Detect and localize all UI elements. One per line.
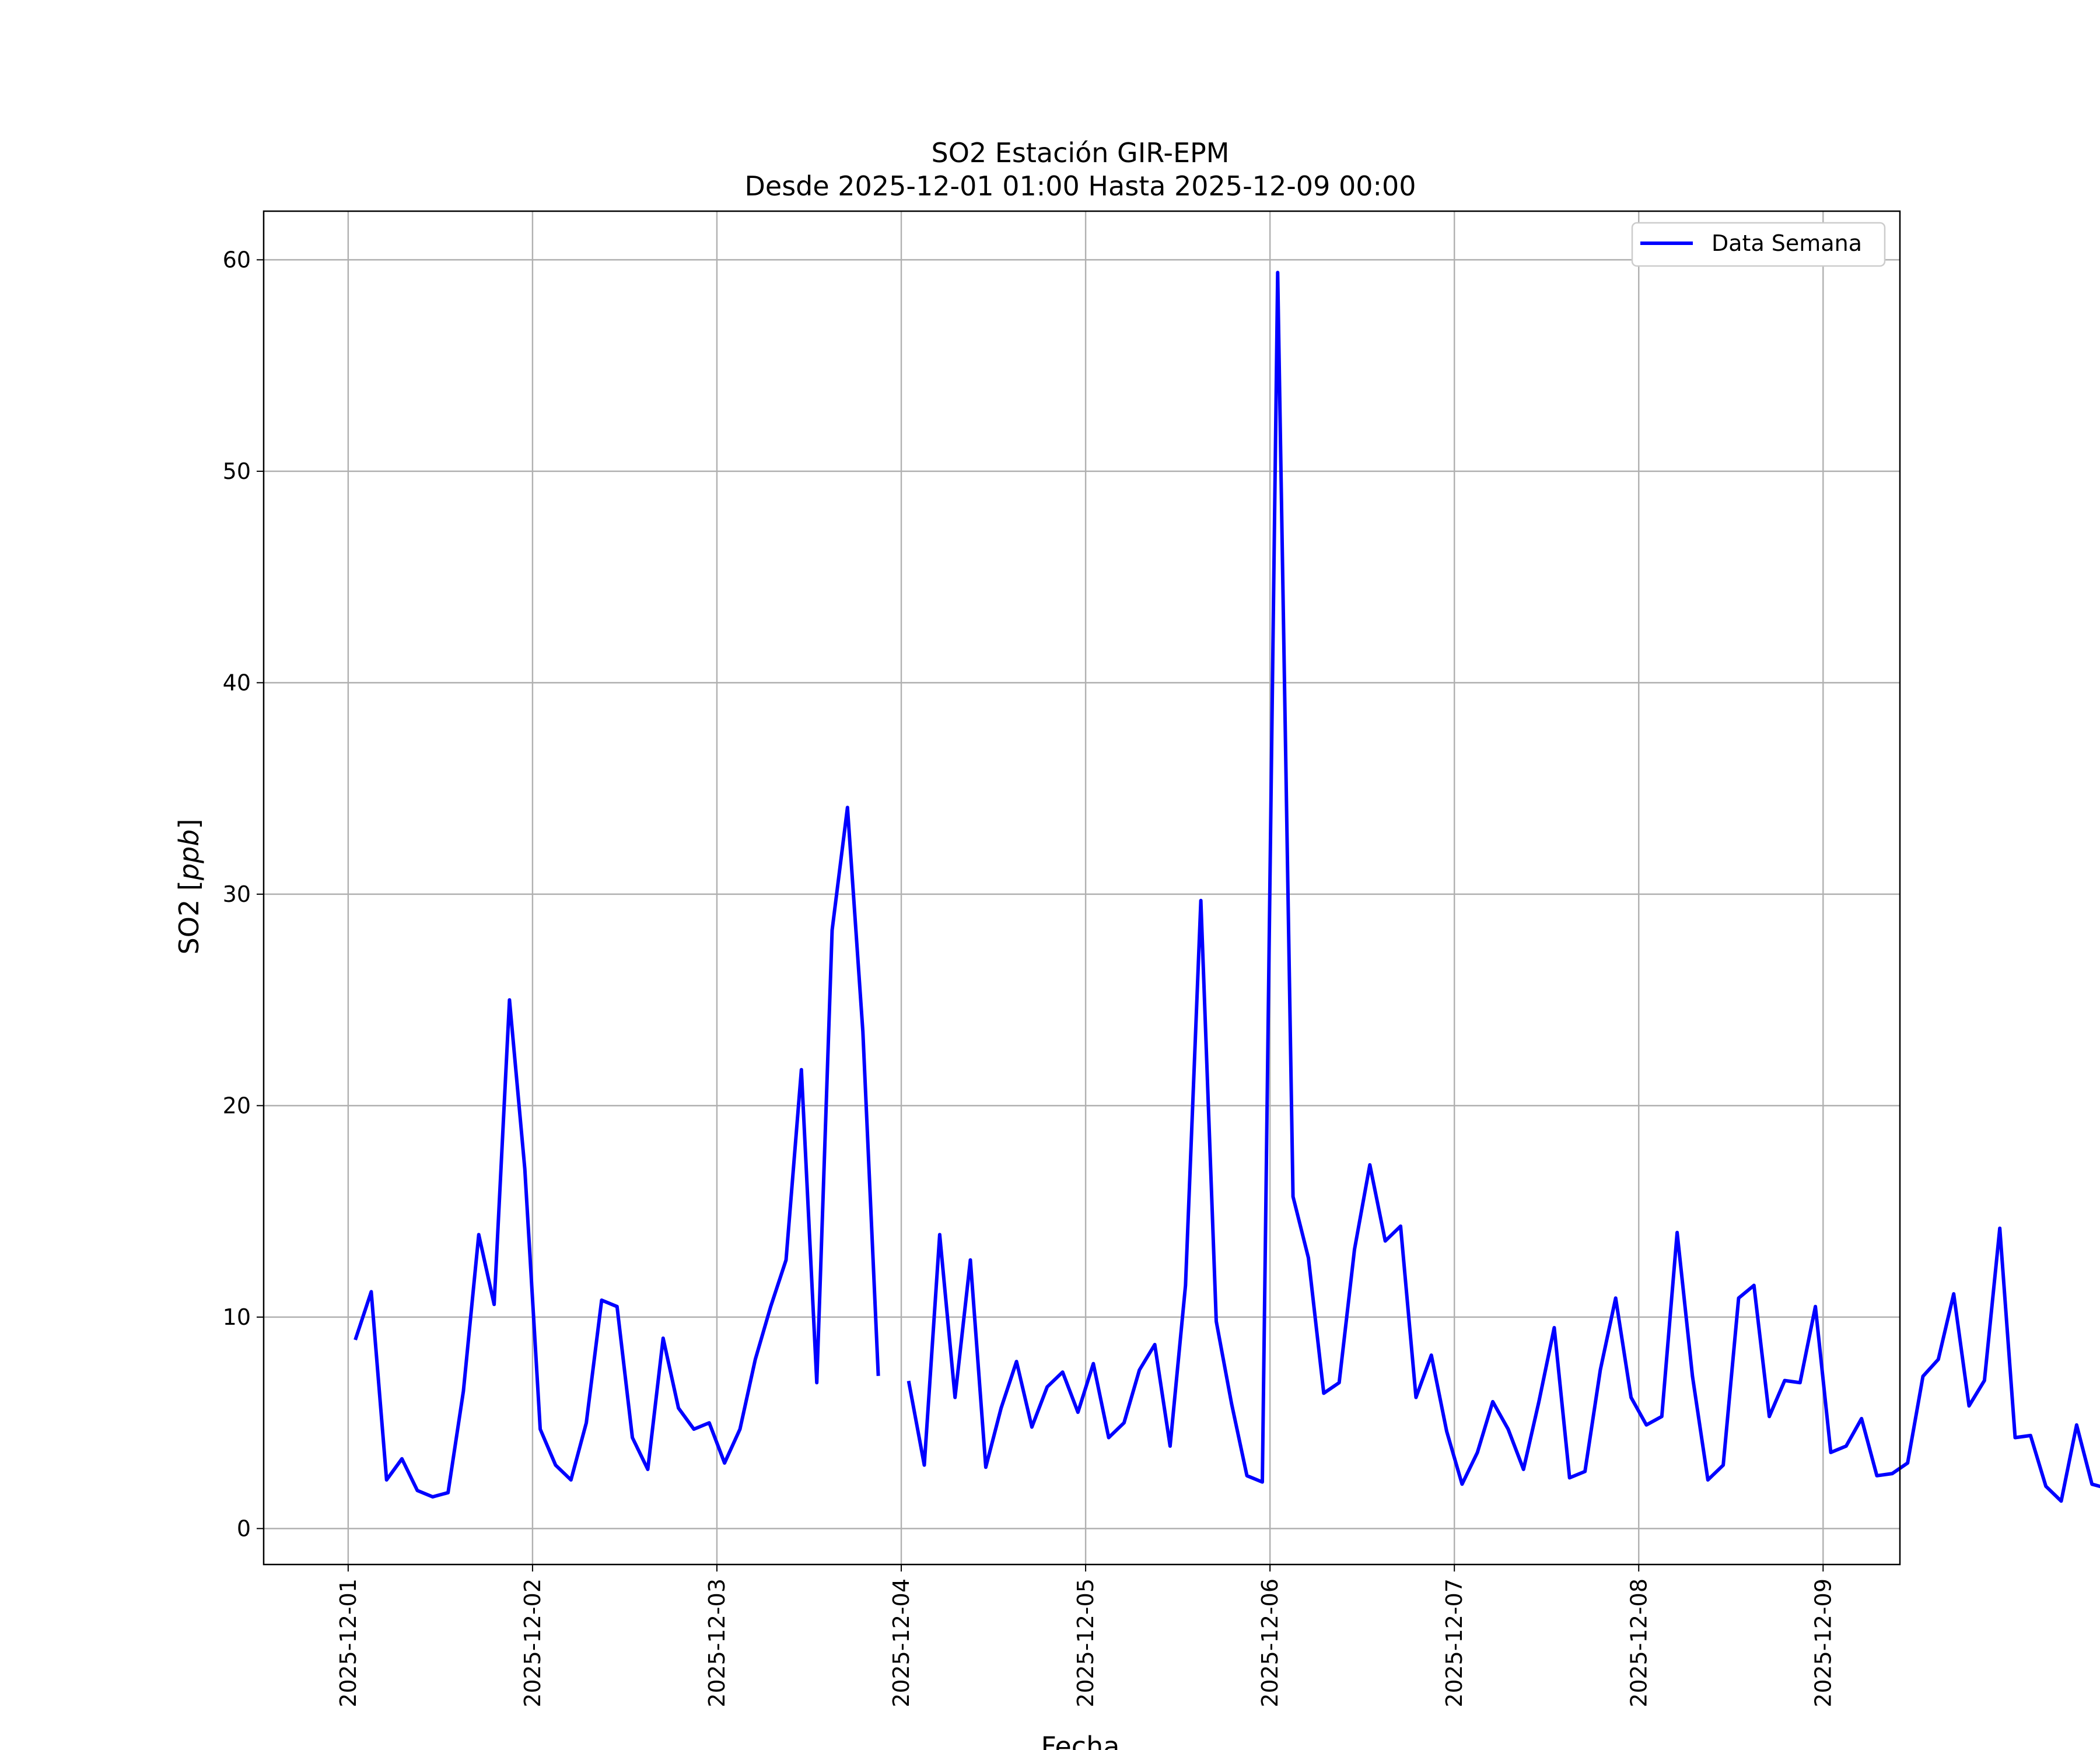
x-axis-ticks: 2025-12-01 2025-12-02 2025-12-03 2025-12-04… <box>335 1564 1836 1707</box>
series-layer <box>354 271 2100 1503</box>
y-axis-ticks: 0 10 20 30 40 50 60 <box>223 247 264 1541</box>
y-tick-label: 20 <box>223 1093 251 1118</box>
x-tick-label: 2025-12-02 <box>520 1578 545 1707</box>
x-tick-label: 2025-12-07 <box>1441 1578 1467 1707</box>
x-tick-label: 2025-12-04 <box>888 1578 914 1707</box>
chart-subtitle: Desde 2025-12-01 01:00 Hasta 2025-12-09 … <box>744 170 1416 202</box>
x-tick-label: 2025-12-01 <box>335 1578 361 1707</box>
grid-lines <box>264 211 1900 1564</box>
y-axis-label: SO2 [ppb] <box>173 819 205 955</box>
x-tick-label: 2025-12-05 <box>1073 1578 1098 1707</box>
y-tick-label: 60 <box>223 247 251 272</box>
x-tick-label: 2025-12-03 <box>704 1578 730 1707</box>
y-tick-label: 0 <box>237 1516 251 1541</box>
x-tick-label: 2025-12-06 <box>1257 1578 1283 1707</box>
chart-title: SO2 Estación GIR-EPM <box>932 137 1230 169</box>
legend-box <box>1631 222 1886 267</box>
x-tick-label: 2025-12-09 <box>1810 1578 1836 1707</box>
x-axis-label: Fecha <box>1041 1731 1120 1750</box>
x-tick-label: 2025-12-08 <box>1626 1578 1651 1707</box>
legend: Data Semana <box>1631 222 1886 267</box>
y-tick-label: 50 <box>223 459 251 484</box>
y-tick-label: 30 <box>223 881 251 907</box>
legend-label-data-semana: Data Semana <box>1712 230 1862 256</box>
y-tick-label: 40 <box>223 670 251 695</box>
series-line-data-semana <box>354 271 2100 1503</box>
y-tick-label: 10 <box>223 1304 251 1330</box>
plot-area-frame <box>262 210 1901 1566</box>
